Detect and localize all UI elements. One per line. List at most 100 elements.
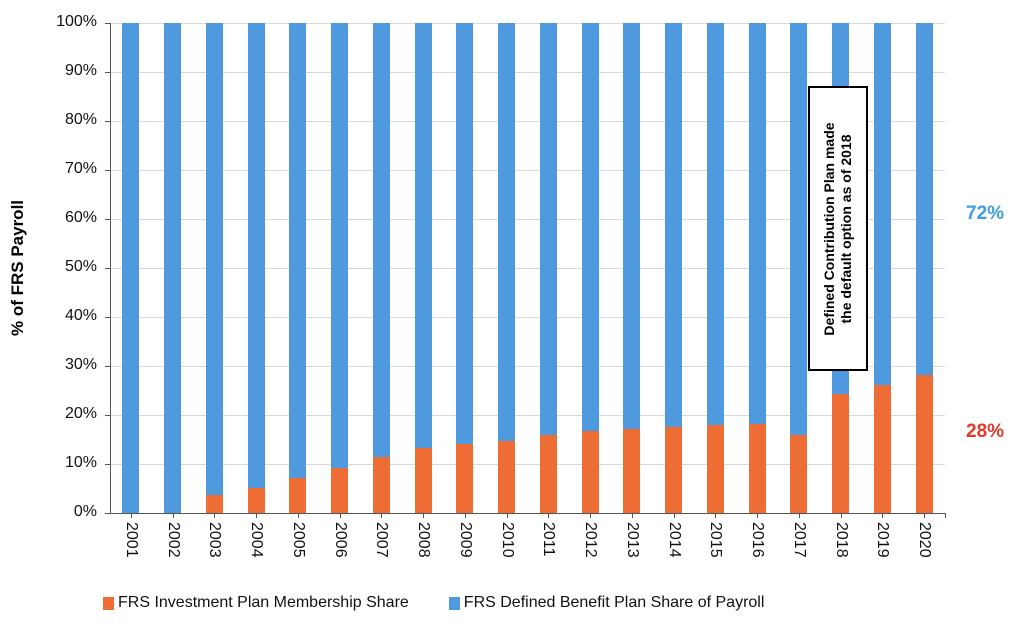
- x-tick-mark: [632, 513, 633, 518]
- gridline: [110, 268, 945, 269]
- y-tick-mark: [105, 366, 110, 367]
- x-tick-label: 2015: [707, 522, 724, 558]
- y-tick-label: 10%: [64, 454, 97, 471]
- annotation-line-2: the default option as of 2018: [838, 133, 854, 324]
- x-tick-mark: [214, 513, 215, 518]
- x-tick-label: 2017: [791, 522, 808, 558]
- bar-defined-benefit: [247, 23, 265, 488]
- y-tick-label: 70%: [64, 160, 97, 177]
- x-tick-mark: [548, 513, 549, 518]
- y-tick-label: 0%: [73, 503, 97, 520]
- y-tick-label: 40%: [64, 307, 97, 324]
- x-tick-label: 2007: [373, 522, 390, 558]
- legend-item-defined-benefit: FRS Defined Benefit Plan Share of Payrol…: [448, 594, 765, 612]
- bar-investment-plan: [873, 384, 891, 513]
- annotation-box: Defined Contribution Plan made the defau…: [808, 86, 868, 371]
- bar-defined-benefit: [748, 23, 766, 424]
- x-tick-mark: [590, 513, 591, 518]
- y-tick-label: 90%: [64, 62, 97, 79]
- x-tick-label: 2014: [666, 522, 683, 558]
- y-tick-label: 60%: [64, 209, 97, 226]
- x-tick-label: 2008: [415, 522, 432, 558]
- bar-defined-benefit: [331, 23, 349, 468]
- x-tick-mark: [799, 513, 800, 518]
- bar-defined-benefit: [790, 23, 808, 435]
- x-tick-label: 2013: [624, 522, 641, 558]
- bar-investment-plan: [414, 447, 432, 513]
- x-tick-label: 2003: [206, 522, 223, 558]
- y-tick-label: 50%: [64, 258, 97, 275]
- y-tick-mark: [105, 170, 110, 171]
- x-tick-label: 2005: [290, 522, 307, 558]
- gridline: [110, 317, 945, 318]
- x-tick-label: 2001: [123, 522, 140, 558]
- bar-defined-benefit: [873, 23, 891, 385]
- x-tick-mark: [882, 513, 883, 518]
- y-tick-mark: [105, 268, 110, 269]
- bar-defined-benefit: [623, 23, 641, 429]
- bar-investment-plan: [832, 394, 850, 513]
- orange-swatch-icon: [103, 596, 114, 610]
- y-tick-mark: [105, 317, 110, 318]
- x-tick-mark: [173, 513, 174, 518]
- gridline: [110, 72, 945, 73]
- gridline: [110, 464, 945, 465]
- blue-swatch-icon: [448, 596, 460, 610]
- bar-defined-benefit: [498, 23, 516, 441]
- bar-investment-plan: [456, 444, 474, 513]
- legend-label-investment-plan: FRS Investment Plan Membership Share: [118, 594, 409, 611]
- bar-defined-benefit: [581, 23, 599, 431]
- x-tick-mark: [131, 513, 132, 518]
- y-tick-mark: [105, 415, 110, 416]
- y-tick-mark: [105, 219, 110, 220]
- legend-label-defined-benefit: FRS Defined Benefit Plan Share of Payrol…: [463, 594, 765, 611]
- bar-investment-plan: [289, 478, 307, 513]
- x-tick-label: 2011: [540, 522, 557, 557]
- x-tick-mark: [715, 513, 716, 518]
- bar-investment-plan: [665, 426, 683, 513]
- y-axis-title: % of FRS Payroll: [8, 199, 27, 337]
- legend: FRS Investment Plan Membership Share FRS…: [103, 594, 804, 612]
- dc-share-label: 28%: [966, 421, 1005, 442]
- bar-investment-plan: [748, 423, 766, 513]
- bar-defined-benefit: [122, 23, 140, 513]
- x-tick-label: 2019: [874, 522, 891, 558]
- gridline: [110, 219, 945, 220]
- bar-investment-plan: [539, 435, 557, 513]
- x-tick-label: 2012: [582, 522, 599, 558]
- bar-defined-benefit: [665, 23, 683, 427]
- bar-defined-benefit: [539, 23, 557, 436]
- bar-defined-benefit: [289, 23, 307, 479]
- bar-defined-benefit: [456, 23, 474, 445]
- y-tick-mark: [105, 121, 110, 122]
- x-tick-label: 2009: [457, 522, 474, 558]
- bar-defined-benefit: [414, 23, 432, 448]
- x-tick-mark: [298, 513, 299, 518]
- y-tick-mark: [105, 72, 110, 73]
- x-tick-mark: [674, 513, 675, 518]
- x-tick-mark: [945, 513, 946, 518]
- bar-defined-benefit: [164, 23, 182, 513]
- x-tick-label: 2006: [332, 522, 349, 558]
- y-tick-label: 80%: [64, 111, 97, 128]
- x-tick-mark: [507, 513, 508, 518]
- x-tick-mark: [841, 513, 842, 518]
- x-tick-mark: [423, 513, 424, 518]
- x-tick-mark: [340, 513, 341, 518]
- x-tick-label: 2020: [916, 522, 933, 558]
- bar-defined-benefit: [372, 23, 390, 458]
- y-tick-mark: [105, 23, 110, 24]
- bar-defined-benefit: [205, 23, 223, 495]
- x-tick-mark: [465, 513, 466, 518]
- gridline: [110, 415, 945, 416]
- bar-investment-plan: [706, 425, 724, 513]
- bar-investment-plan: [331, 467, 349, 513]
- annotation-line-1: Defined Contribution Plan made: [821, 121, 837, 336]
- legend-item-investment-plan: FRS Investment Plan Membership Share: [103, 594, 409, 612]
- x-tick-label: 2018: [833, 522, 850, 558]
- x-tick-mark: [256, 513, 257, 518]
- bar-investment-plan: [247, 488, 265, 513]
- bar-defined-benefit: [915, 23, 933, 375]
- x-tick-mark: [924, 513, 925, 518]
- y-tick-label: 100%: [56, 13, 97, 30]
